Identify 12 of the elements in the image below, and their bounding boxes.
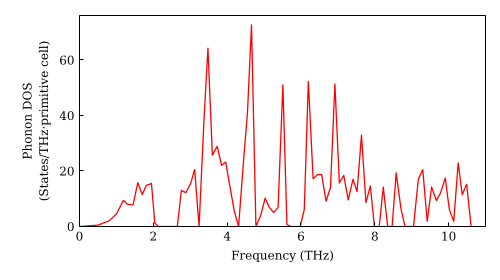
x-tick-label: 4 xyxy=(223,230,232,244)
y-tick-label: 0 xyxy=(66,220,75,234)
x-tick-label: 6 xyxy=(297,230,305,244)
y-tick-label: 20 xyxy=(59,164,75,178)
x-tick-label: 0 xyxy=(76,230,84,244)
x-tick-label: 8 xyxy=(370,230,379,244)
x-tick-label: 10 xyxy=(440,230,456,244)
y-tick-label: 40 xyxy=(59,108,75,123)
y-tick-label: 60 xyxy=(59,53,75,68)
y-axis-title: Phonon DOS (States/THz·primitive cell) xyxy=(20,40,52,202)
x-axis-title: Frequency (THz) xyxy=(231,248,334,262)
x-tick-label: 2 xyxy=(150,230,158,244)
